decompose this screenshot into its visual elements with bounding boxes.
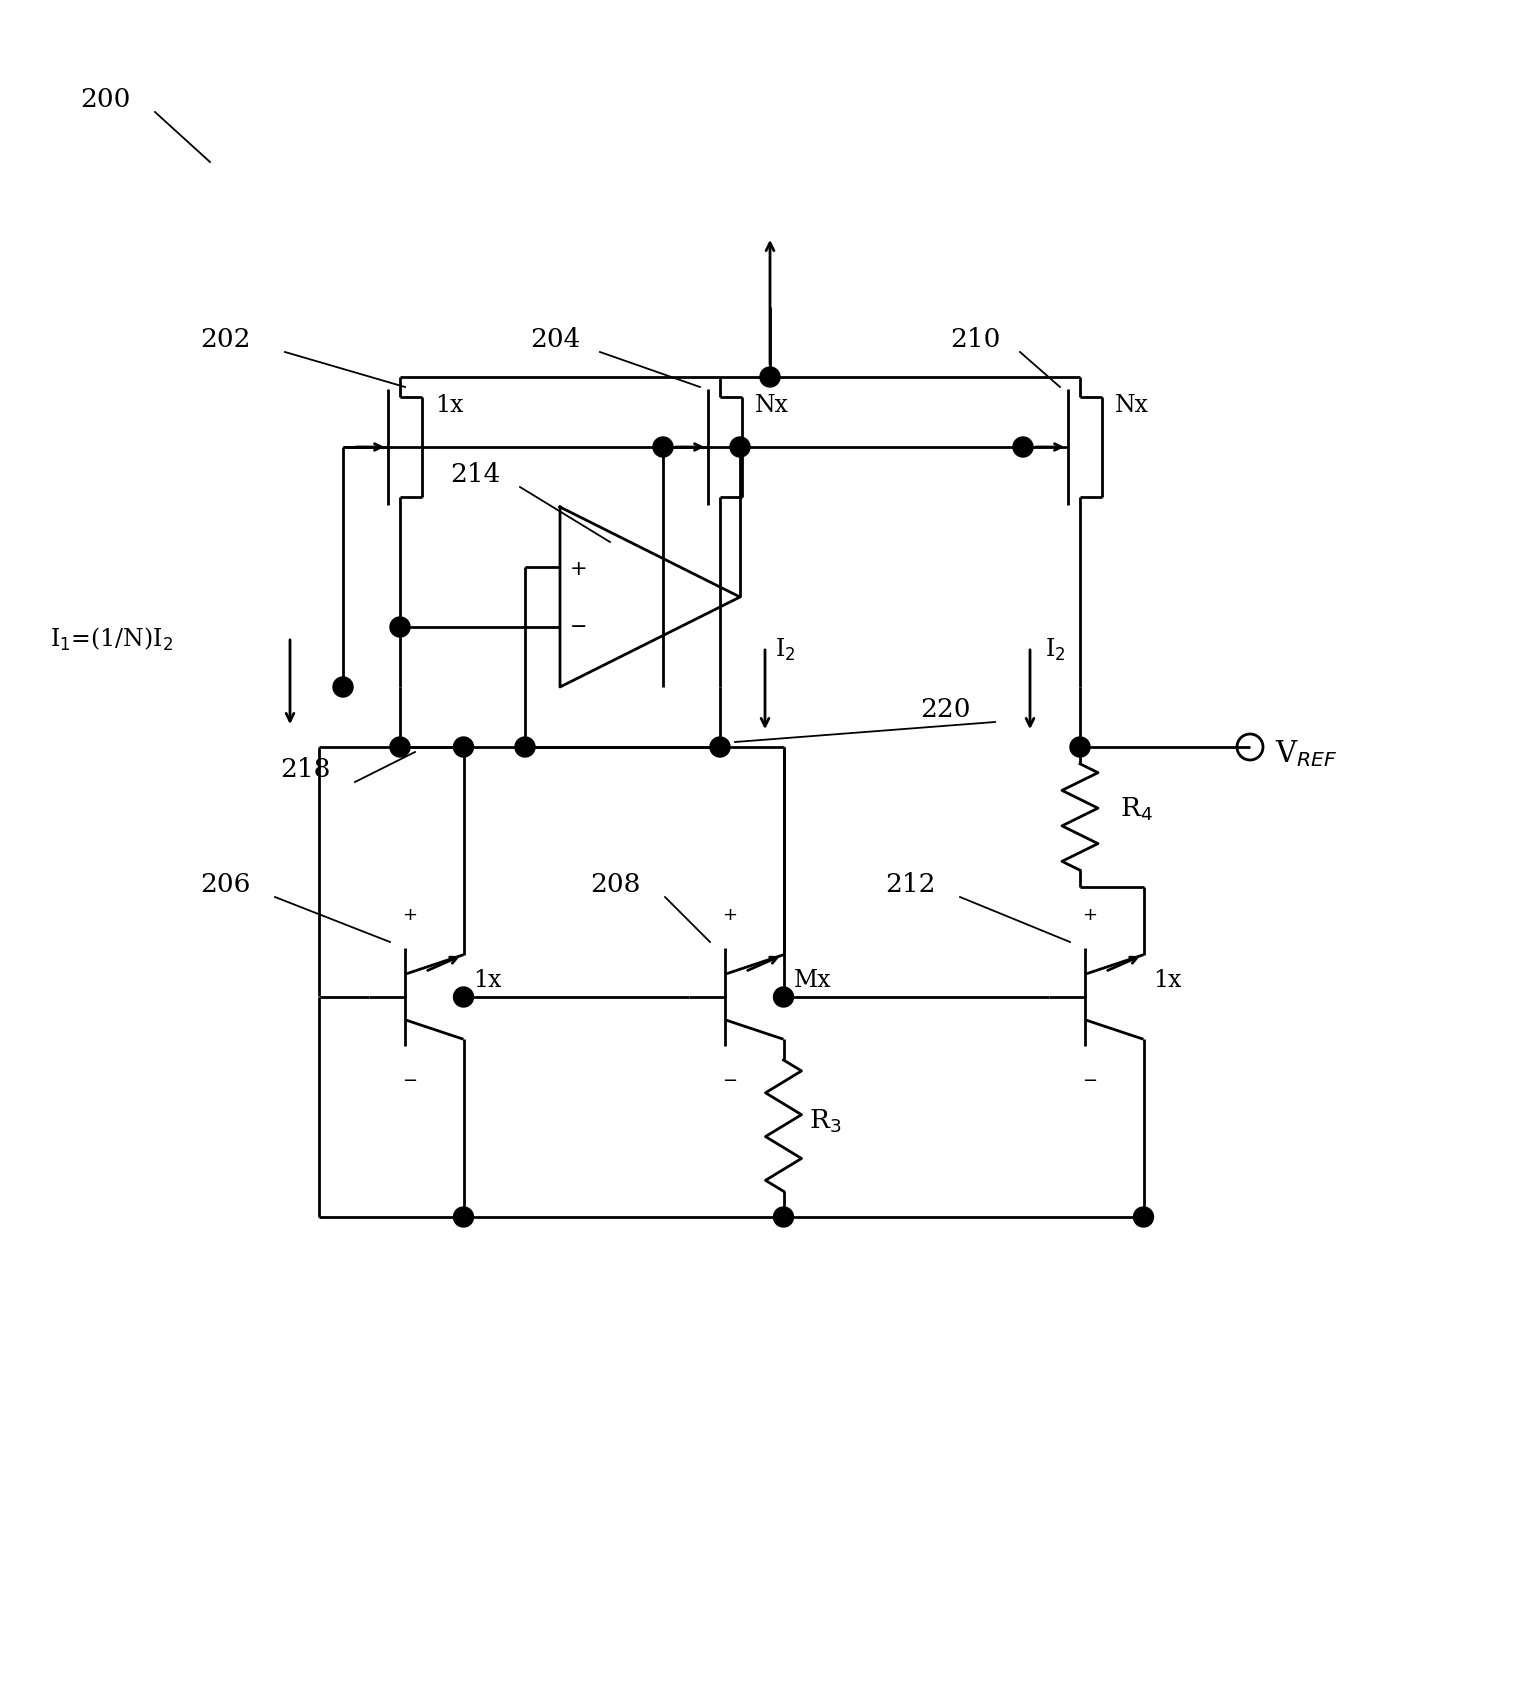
Text: 210: 210 xyxy=(951,328,1001,351)
Text: 206: 206 xyxy=(199,872,251,898)
Text: $-$: $-$ xyxy=(403,1071,418,1088)
Text: 1x: 1x xyxy=(435,394,464,417)
Text: 1x: 1x xyxy=(1153,969,1182,993)
Text: $+$: $+$ xyxy=(722,906,738,923)
Text: Nx: Nx xyxy=(1115,394,1148,417)
Text: 208: 208 xyxy=(590,872,640,898)
Text: 202: 202 xyxy=(199,328,251,351)
Text: I$_1$=(1/N)I$_2$: I$_1$=(1/N)I$_2$ xyxy=(50,626,173,653)
Text: $-$: $-$ xyxy=(722,1071,738,1088)
Text: $+$: $+$ xyxy=(1083,906,1098,923)
Circle shape xyxy=(453,988,473,1006)
Circle shape xyxy=(760,367,780,387)
Text: 1x: 1x xyxy=(473,969,502,993)
Circle shape xyxy=(730,438,750,456)
Circle shape xyxy=(1013,438,1033,456)
Circle shape xyxy=(653,438,672,456)
Text: 212: 212 xyxy=(885,872,935,898)
Circle shape xyxy=(710,736,730,757)
Text: 200: 200 xyxy=(81,87,131,112)
Text: Nx: Nx xyxy=(754,394,789,417)
Text: I$_2$: I$_2$ xyxy=(776,636,795,664)
Text: 220: 220 xyxy=(920,697,970,721)
Text: $-$: $-$ xyxy=(569,614,587,635)
Text: R$_4$: R$_4$ xyxy=(1119,796,1153,823)
Circle shape xyxy=(1133,1207,1153,1227)
Text: $+$: $+$ xyxy=(569,558,587,579)
Text: V$_{REF}$: V$_{REF}$ xyxy=(1275,738,1337,769)
Text: $+$: $+$ xyxy=(403,906,418,923)
Text: R$_3$: R$_3$ xyxy=(809,1106,841,1135)
Circle shape xyxy=(516,736,535,757)
Text: 214: 214 xyxy=(450,462,500,487)
Text: 218: 218 xyxy=(280,757,330,782)
Text: Mx: Mx xyxy=(794,969,830,993)
Circle shape xyxy=(389,618,411,636)
Circle shape xyxy=(333,677,353,697)
Text: $-$: $-$ xyxy=(1083,1071,1098,1088)
Text: 204: 204 xyxy=(529,328,581,351)
Circle shape xyxy=(774,988,794,1006)
Circle shape xyxy=(453,736,473,757)
Circle shape xyxy=(1069,736,1091,757)
Circle shape xyxy=(389,736,411,757)
Text: I$_2$: I$_2$ xyxy=(1045,636,1065,664)
Circle shape xyxy=(453,1207,473,1227)
Circle shape xyxy=(774,1207,794,1227)
